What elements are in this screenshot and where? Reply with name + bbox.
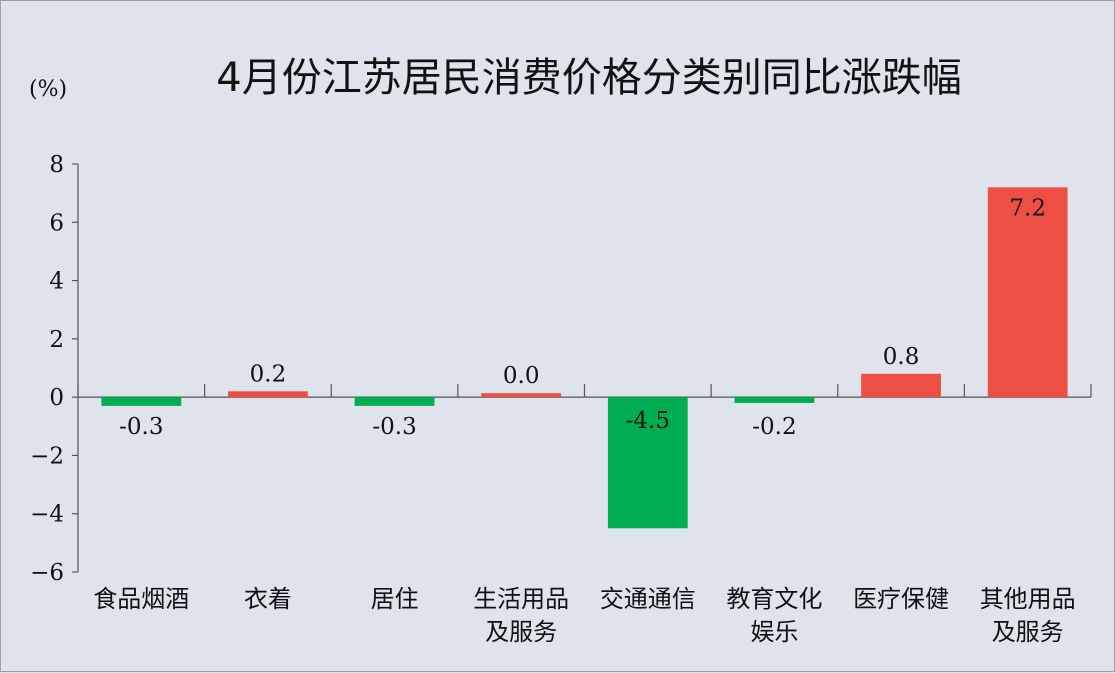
data-label: 7.2 (1009, 195, 1046, 221)
bar (987, 187, 1068, 398)
bars (101, 187, 1068, 529)
bar (481, 393, 562, 398)
y-tick-label: 2 (49, 327, 64, 353)
bar (354, 397, 435, 406)
category-label: 食品烟酒 (93, 585, 189, 613)
chart-title: 4月份江苏居民消费价格分类别同比涨跌幅 (216, 55, 961, 101)
category-label: 生活用品 (473, 585, 569, 613)
y-tick-label: −4 (30, 502, 64, 528)
category-label: 及服务 (485, 618, 557, 646)
axes: 8 6 4 2 0 −2 −4 −6 (30, 152, 1092, 586)
y-unit-label: (%) (29, 77, 67, 102)
data-label: -4.5 (626, 408, 670, 434)
data-label: -0.3 (372, 414, 416, 440)
category-label: 其他用品 (980, 585, 1076, 613)
category-label: 教育文化 (726, 585, 822, 613)
category-label: 及服务 (992, 618, 1064, 646)
data-label: 0.2 (250, 361, 287, 387)
category-label: 衣着 (244, 585, 292, 613)
category-label: 医疗保健 (853, 585, 949, 613)
data-label: -0.3 (119, 414, 163, 440)
y-tick-label: 0 (49, 385, 64, 411)
data-label: 0.0 (503, 363, 540, 389)
bar (607, 397, 688, 529)
y-tick-label: −2 (30, 443, 64, 469)
category-label: 居住 (371, 585, 419, 613)
bar (861, 373, 941, 398)
category-label: 交通通信 (600, 585, 696, 613)
data-label: -0.2 (752, 414, 796, 440)
bar (101, 397, 182, 406)
bar (228, 391, 308, 398)
bar (734, 397, 815, 403)
y-tick-label: 8 (49, 152, 64, 178)
data-label: 0.8 (883, 344, 920, 370)
data-labels: -0.3 0.2 -0.3 0.0 -4.5 -0.2 0.8 7.2 (119, 195, 1046, 440)
y-tick-label: 6 (49, 210, 64, 236)
y-tick-label: −6 (30, 560, 64, 586)
category-label: 娱乐 (750, 618, 798, 646)
y-tick-label: 4 (49, 269, 64, 295)
